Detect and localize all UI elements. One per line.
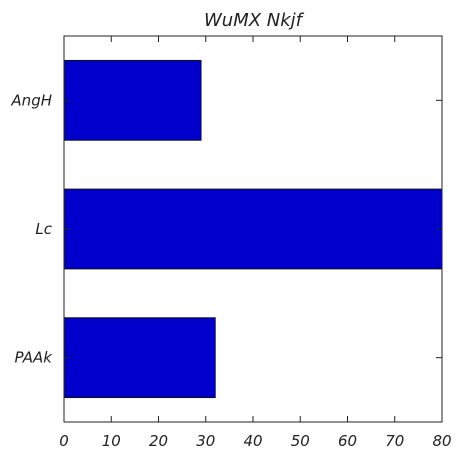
plot-frame	[63, 35, 443, 423]
x-tick-label: 60	[338, 432, 357, 450]
x-tick-label: 40	[243, 432, 262, 450]
x-tick-label: 30	[196, 432, 215, 450]
bar-lc	[63, 188, 443, 270]
x-tick-label: 80	[432, 432, 451, 450]
y-tick-label: PAAk	[14, 349, 53, 367]
x-tick-label: 20	[149, 432, 168, 450]
x-tick-label: 10	[102, 432, 121, 450]
chart-title: WuMX Nkjf	[204, 10, 305, 31]
bar-paak	[63, 317, 216, 399]
y-tick-label: AngH	[10, 91, 52, 109]
x-tick-label: 0	[59, 432, 69, 450]
bar-angh	[63, 59, 202, 141]
x-tick-label: 70	[385, 432, 404, 450]
x-tick-label: 50	[291, 432, 310, 450]
y-tick-label: Lc	[35, 220, 52, 238]
